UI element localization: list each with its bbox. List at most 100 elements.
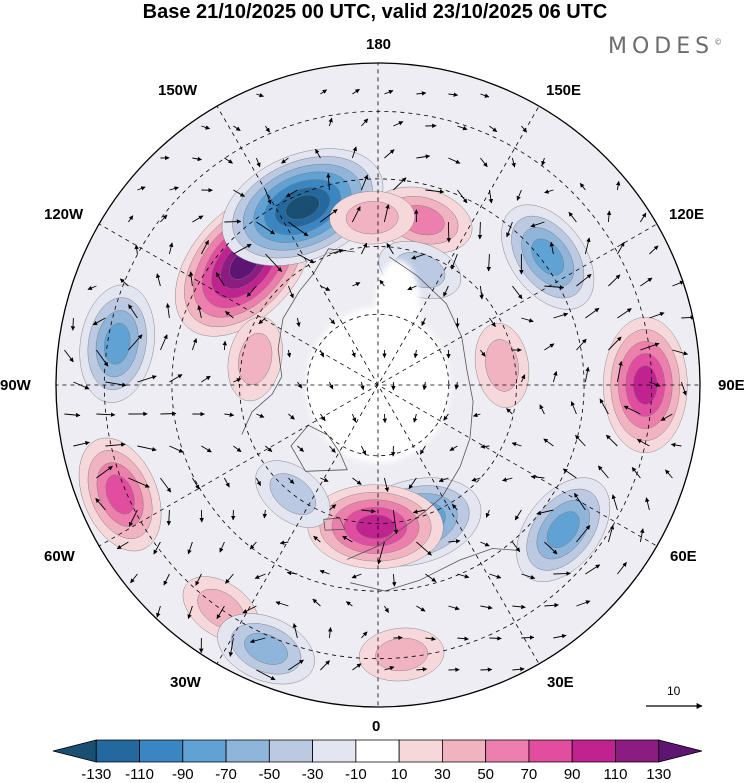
wind-vector bbox=[636, 439, 650, 447]
coastline-greenland bbox=[290, 424, 348, 472]
wind-vector bbox=[576, 600, 591, 607]
wind-vector bbox=[256, 669, 276, 681]
wind-vector bbox=[488, 189, 494, 204]
wind-vector bbox=[585, 564, 601, 575]
wind-vector bbox=[544, 189, 554, 194]
wind-vector bbox=[530, 221, 545, 228]
wind-vector bbox=[188, 271, 194, 287]
wind-vector bbox=[521, 635, 535, 640]
colorbar-bin bbox=[528, 739, 573, 763]
wind-vector bbox=[562, 468, 577, 479]
wind-vector bbox=[413, 349, 418, 359]
wind-vector bbox=[352, 282, 361, 287]
wind-vector bbox=[265, 125, 270, 133]
wind-vector bbox=[201, 445, 212, 453]
wind-vector bbox=[607, 524, 615, 543]
wind-vector bbox=[361, 118, 369, 127]
wind-vectors bbox=[64, 88, 696, 681]
colorbar-tick-label: -50 bbox=[258, 766, 281, 783]
wind-vector bbox=[320, 209, 338, 223]
colorbar-bin bbox=[268, 739, 314, 763]
wind-vector bbox=[514, 509, 522, 521]
wind-vector bbox=[407, 285, 417, 291]
wind-vector bbox=[631, 467, 641, 479]
lon-label-120w: 120W bbox=[44, 206, 84, 223]
wind-vector bbox=[215, 272, 225, 287]
wind-vector bbox=[233, 189, 245, 197]
wind-vector bbox=[449, 445, 458, 451]
wind-vector bbox=[471, 477, 481, 482]
wind-vector bbox=[411, 253, 426, 260]
wind-vector bbox=[288, 413, 295, 420]
wind-vector bbox=[377, 541, 385, 565]
wind-vector bbox=[640, 212, 647, 223]
wind-vector bbox=[383, 477, 390, 493]
wind-vector bbox=[361, 631, 368, 639]
wind-vector bbox=[512, 541, 521, 553]
wind-vector bbox=[342, 535, 353, 543]
wind-vector bbox=[192, 477, 200, 490]
lon-label-60e: 60E bbox=[670, 548, 697, 565]
wind-vector bbox=[128, 334, 143, 351]
wind-vector bbox=[617, 562, 627, 575]
colorbar-bin bbox=[571, 739, 616, 763]
anomaly-contour bbox=[633, 365, 658, 405]
colorbar-tick-label: 110 bbox=[603, 766, 628, 783]
anomaly-contour bbox=[355, 514, 396, 539]
lon-label-180: 180 bbox=[366, 36, 392, 53]
wind-vector bbox=[623, 405, 641, 415]
wind-vector bbox=[279, 540, 289, 545]
wind-vector bbox=[576, 273, 592, 287]
wind-vector bbox=[386, 243, 394, 255]
wind-vector bbox=[327, 627, 333, 639]
wind-vector bbox=[570, 401, 577, 415]
wind-vector bbox=[320, 477, 329, 482]
wind-vector bbox=[552, 370, 558, 383]
wind-vector bbox=[579, 182, 586, 191]
anomaly-contour bbox=[269, 473, 316, 515]
colorbar-bin bbox=[485, 739, 530, 763]
wind-vector bbox=[351, 349, 356, 358]
wind-vector bbox=[486, 253, 492, 272]
colorbar-bin bbox=[95, 739, 140, 763]
wind-vector bbox=[264, 189, 272, 205]
wind-vector bbox=[262, 509, 268, 519]
wind-vector bbox=[165, 303, 171, 319]
wind-vector bbox=[384, 149, 395, 159]
wind-vector bbox=[319, 349, 325, 358]
wind-vector bbox=[329, 317, 336, 325]
wind-vector bbox=[608, 336, 622, 351]
colorbar-bin bbox=[312, 739, 357, 763]
wind-vector bbox=[160, 477, 172, 493]
wind-vector bbox=[128, 477, 150, 488]
wind-vector bbox=[443, 413, 449, 421]
wind-vector bbox=[516, 189, 522, 201]
wind-vector bbox=[233, 445, 242, 453]
wind-vector bbox=[286, 570, 298, 576]
wind-vector bbox=[360, 242, 368, 255]
wind-vector bbox=[544, 541, 558, 555]
wind-vector bbox=[169, 445, 184, 453]
wind-vector bbox=[73, 441, 90, 447]
wind-vector bbox=[297, 253, 315, 264]
wind-vector bbox=[169, 186, 179, 191]
anomaly-contour bbox=[238, 332, 273, 385]
vector-scale-label: 10 bbox=[667, 684, 681, 698]
wind-vector bbox=[233, 125, 241, 131]
wind-vector bbox=[265, 253, 283, 272]
wind-vector bbox=[416, 91, 427, 96]
wind-vector bbox=[412, 509, 426, 514]
wind-vector bbox=[73, 381, 90, 390]
wind-vector bbox=[419, 445, 426, 455]
wind-vector bbox=[361, 508, 376, 514]
wind-vector bbox=[134, 244, 139, 255]
wind-vector bbox=[489, 125, 498, 133]
colorbar-tick-label: -70 bbox=[215, 766, 237, 783]
wind-vector bbox=[383, 204, 390, 223]
wind-vector bbox=[64, 349, 74, 363]
colorbar-tick-label: 50 bbox=[477, 766, 494, 783]
wind-vector bbox=[502, 477, 513, 482]
wind-vector bbox=[137, 375, 157, 383]
wind-vector bbox=[382, 413, 388, 424]
wind-vector bbox=[87, 285, 97, 291]
